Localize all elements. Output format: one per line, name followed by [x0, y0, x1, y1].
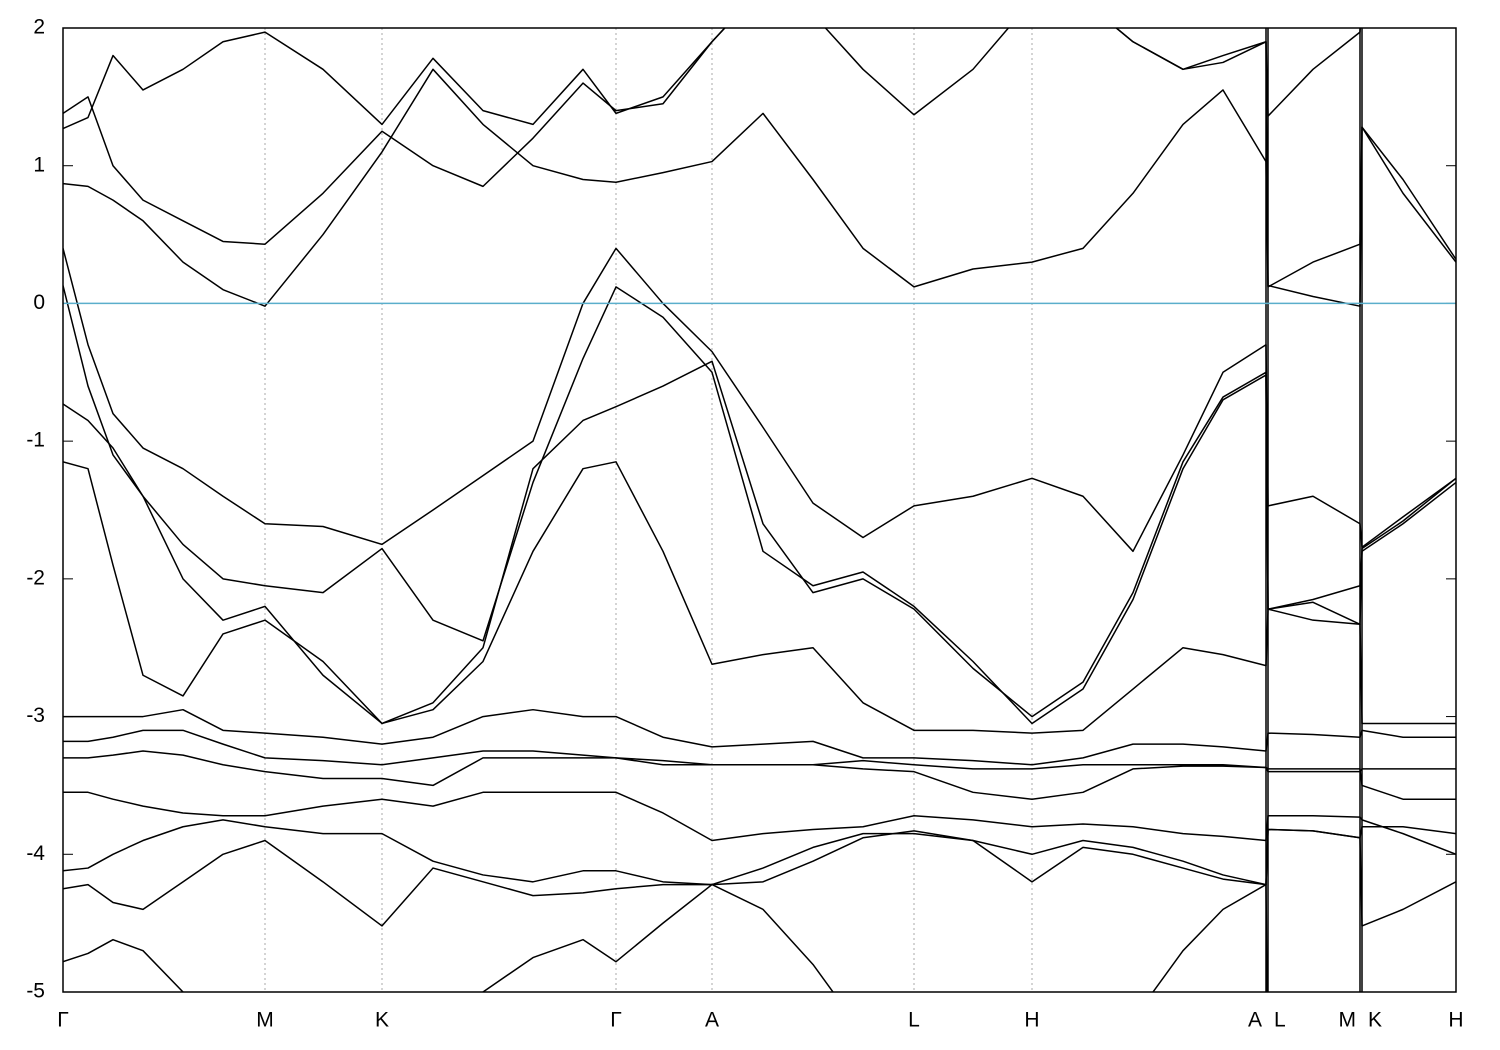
- grid: [63, 27, 1456, 993]
- y-tick-label: 2: [33, 16, 45, 39]
- band-line: [63, 68, 1456, 307]
- plot-frame: [62, 27, 1457, 993]
- band-line: [63, 750, 1456, 800]
- y-tick-label: -5: [26, 980, 45, 1003]
- band-line: [63, 883, 1268, 992]
- x-tick-label: Γ: [610, 1009, 622, 1032]
- y-tick-label: -2: [26, 566, 45, 589]
- y-tick-label: -1: [26, 429, 45, 452]
- x-tick-label: H: [1448, 1009, 1463, 1032]
- band-line: [63, 708, 1456, 766]
- y-tick-label: -4: [26, 842, 45, 865]
- band-line: [63, 360, 1456, 725]
- y-tick-label: 0: [33, 291, 45, 314]
- band-line: [63, 28, 1456, 307]
- x-tick-label: A: [1248, 1009, 1262, 1032]
- x-tick-label: M: [1339, 1009, 1357, 1032]
- y-tick-label: -3: [26, 704, 45, 727]
- band-line: [63, 819, 1456, 886]
- y-tick-label: 1: [33, 153, 45, 176]
- band-line: [63, 791, 1456, 855]
- band-line: [63, 247, 1456, 553]
- x-tick-label: K: [1368, 1009, 1382, 1032]
- x-tick-label: L: [908, 1009, 920, 1032]
- x-tick-label: L: [1274, 1009, 1286, 1032]
- x-tick-label: M: [256, 1009, 274, 1032]
- band-line: [63, 285, 1456, 725]
- band-line: [63, 461, 1456, 734]
- x-tick-label: A: [705, 1009, 719, 1032]
- band-line: [63, 28, 1361, 130]
- x-tick-label: H: [1024, 1009, 1039, 1032]
- band-line: [63, 828, 1456, 927]
- x-tick-label: K: [375, 1009, 389, 1032]
- bands: [63, 28, 1456, 992]
- x-tick-label: Γ: [57, 1009, 69, 1032]
